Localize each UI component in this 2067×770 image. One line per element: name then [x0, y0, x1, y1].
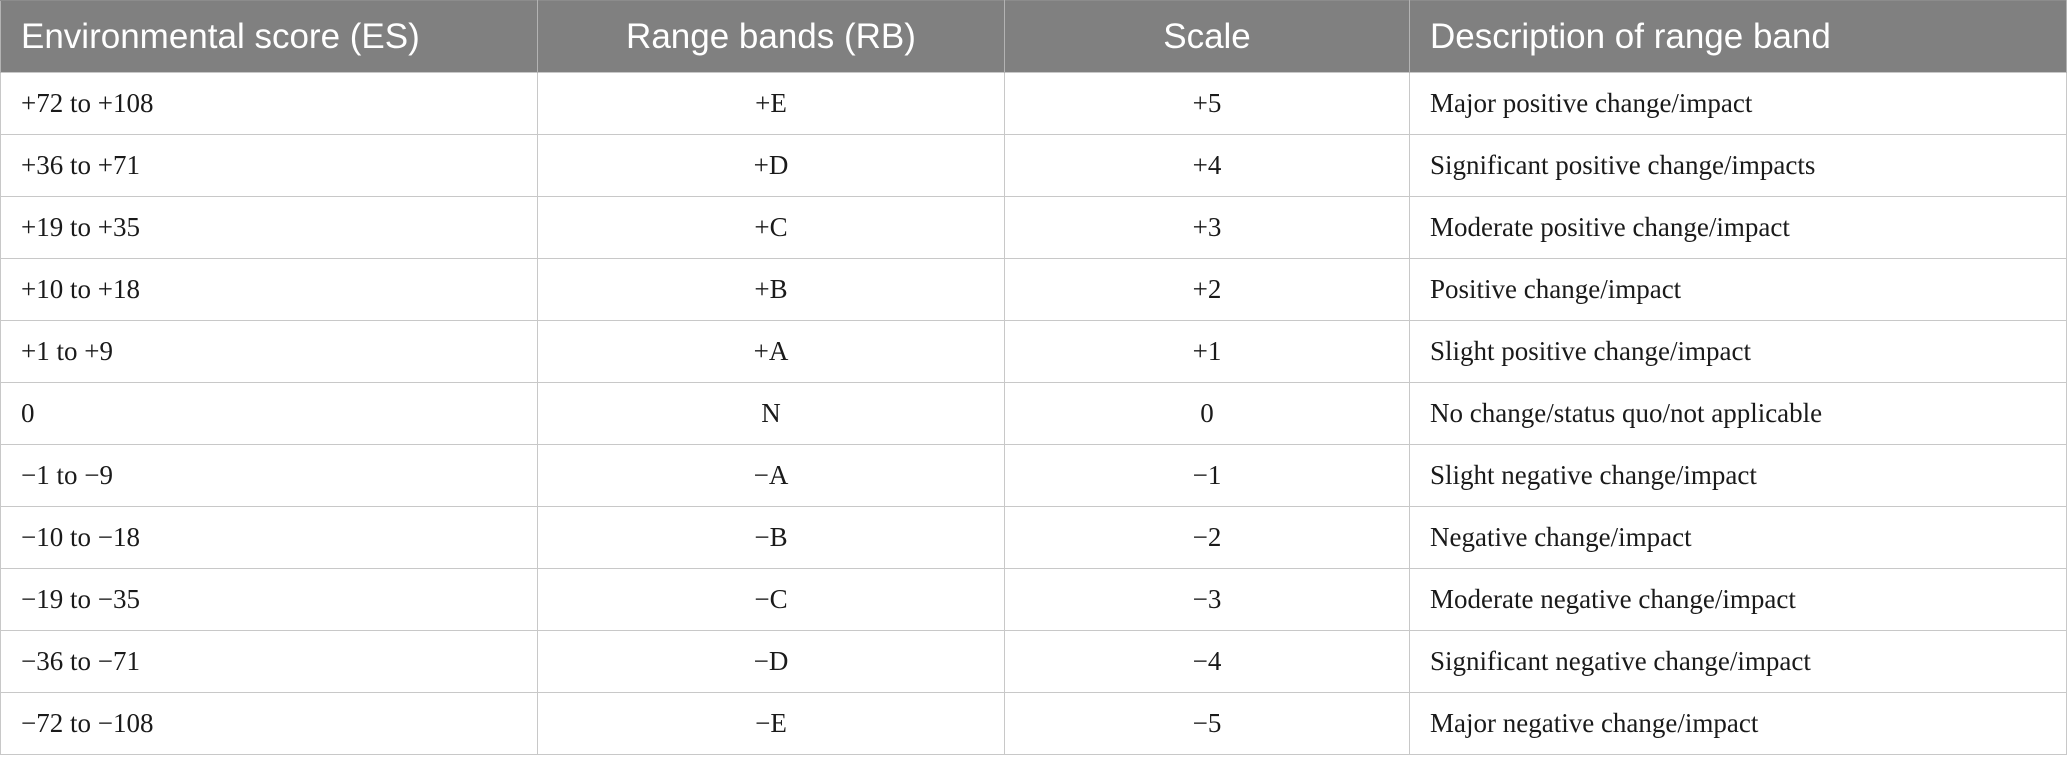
scale-cell: +4 — [1004, 134, 1410, 197]
description-cell: Significant positive change/impacts — [1409, 134, 2067, 197]
description-cell: Moderate negative change/impact — [1409, 568, 2067, 631]
rb-cell: −D — [537, 630, 1005, 693]
es-cell: −10 to −18 — [0, 506, 538, 569]
description-cell: Moderate positive change/impact — [1409, 196, 2067, 259]
es-cell: +19 to +35 — [0, 196, 538, 259]
header-environmental-score: Environmental score (ES) — [0, 0, 538, 73]
es-cell: +72 to +108 — [0, 72, 538, 135]
table-row: +1 to +9 +A +1 Slight positive change/im… — [0, 320, 2067, 383]
rb-cell: +A — [537, 320, 1005, 383]
rb-cell: −A — [537, 444, 1005, 507]
es-cell: +10 to +18 — [0, 258, 538, 321]
table-row: −10 to −18 −B −2 Negative change/impact — [0, 506, 2067, 569]
es-cell: 0 — [0, 382, 538, 445]
table-body: +72 to +108 +E +5 Major positive change/… — [0, 72, 2067, 755]
rb-cell: +E — [537, 72, 1005, 135]
table-row: +72 to +108 +E +5 Major positive change/… — [0, 72, 2067, 135]
description-cell: Negative change/impact — [1409, 506, 2067, 569]
es-cell: −72 to −108 — [0, 692, 538, 755]
description-cell: Positive change/impact — [1409, 258, 2067, 321]
scale-cell: +3 — [1004, 196, 1410, 259]
table-row: −1 to −9 −A −1 Slight negative change/im… — [0, 444, 2067, 507]
description-cell: Significant negative change/impact — [1409, 630, 2067, 693]
table-row: +19 to +35 +C +3 Moderate positive chang… — [0, 196, 2067, 259]
table-row: −36 to −71 −D −4 Significant negative ch… — [0, 630, 2067, 693]
scale-cell: −1 — [1004, 444, 1410, 507]
table-row: −72 to −108 −E −5 Major negative change/… — [0, 692, 2067, 755]
es-cell: +1 to +9 — [0, 320, 538, 383]
description-cell: No change/status quo/not applicable — [1409, 382, 2067, 445]
es-cell: −19 to −35 — [0, 568, 538, 631]
header-row: Environmental score (ES) Range bands (RB… — [0, 0, 2067, 73]
scale-cell: +2 — [1004, 258, 1410, 321]
description-cell: Slight negative change/impact — [1409, 444, 2067, 507]
header-scale: Scale — [1004, 0, 1410, 73]
scale-cell: +5 — [1004, 72, 1410, 135]
scale-cell: −4 — [1004, 630, 1410, 693]
rb-cell: +D — [537, 134, 1005, 197]
scale-cell: −3 — [1004, 568, 1410, 631]
table-header: Environmental score (ES) Range bands (RB… — [0, 0, 2067, 73]
header-description: Description of range band — [1409, 0, 2067, 73]
rb-cell: −E — [537, 692, 1005, 755]
rb-cell: N — [537, 382, 1005, 445]
table-row: 0 N 0 No change/status quo/not applicabl… — [0, 382, 2067, 445]
es-cell: +36 to +71 — [0, 134, 538, 197]
scale-cell: −5 — [1004, 692, 1410, 755]
rb-cell: +B — [537, 258, 1005, 321]
rb-cell: +C — [537, 196, 1005, 259]
description-cell: Major negative change/impact — [1409, 692, 2067, 755]
rb-cell: −B — [537, 506, 1005, 569]
table-row: +10 to +18 +B +2 Positive change/impact — [0, 258, 2067, 321]
table-row: −19 to −35 −C −3 Moderate negative chang… — [0, 568, 2067, 631]
header-range-bands: Range bands (RB) — [537, 0, 1005, 73]
description-cell: Slight positive change/impact — [1409, 320, 2067, 383]
description-cell: Major positive change/impact — [1409, 72, 2067, 135]
scale-cell: −2 — [1004, 506, 1410, 569]
scale-cell: 0 — [1004, 382, 1410, 445]
es-cell: −1 to −9 — [0, 444, 538, 507]
scale-cell: +1 — [1004, 320, 1410, 383]
es-cell: −36 to −71 — [0, 630, 538, 693]
table-row: +36 to +71 +D +4 Significant positive ch… — [0, 134, 2067, 197]
rb-cell: −C — [537, 568, 1005, 631]
